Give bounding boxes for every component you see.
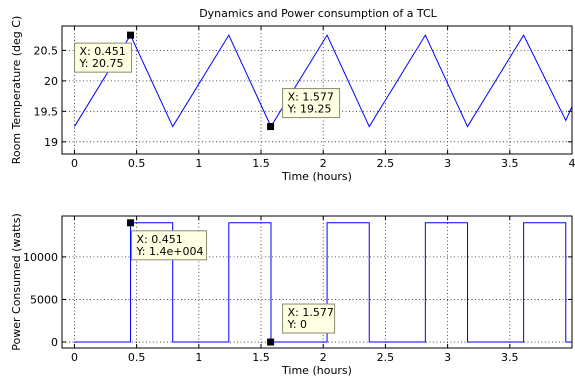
x-tick-label: 4 [569, 157, 575, 170]
y-tick-label: 19.5 [34, 105, 59, 118]
x-tick-label: 0.5 [128, 351, 146, 364]
data-series-line [74, 34, 572, 128]
y-tick-label: 19 [44, 136, 58, 149]
y-tick-label: 5000 [30, 293, 58, 306]
x-tick-label: 3.5 [501, 157, 519, 170]
data-tip-x-text: X: 0.451 [80, 45, 126, 58]
x-tick-label: 3 [444, 157, 451, 170]
chart-title: Dynamics and Power consumption of a TCL [199, 7, 437, 20]
x-tick-label: 1 [195, 157, 202, 170]
data-tip-y-text: Y: 19.25 [287, 103, 332, 116]
x-axis-label: Time (hours) [281, 170, 352, 183]
data-series-line [74, 222, 572, 343]
x-axis-label: Time (hours) [281, 364, 352, 377]
data-tip-marker [127, 219, 135, 227]
x-tick-label: 2 [320, 157, 327, 170]
data-tip-marker [127, 31, 135, 39]
data-tip-box [282, 303, 336, 334]
x-tick-label: 1.5 [252, 351, 270, 364]
data-tip-y-text: Y: 0 [287, 318, 307, 331]
x-tick-label: 1 [195, 351, 202, 364]
x-tick-label: 0 [71, 157, 78, 170]
data-tip-box [74, 42, 133, 73]
x-tick-label: 2.5 [377, 351, 395, 364]
x-tick-label: 0 [71, 351, 78, 364]
data-tip-x-text: X: 1.577 [288, 306, 334, 319]
temperature-axes: 0 0.5 1 1.5 2 2.5 3 3.5 4 19 19.5 20 20.5 Time (hours… [10, 16, 575, 183]
y-axis-label: Power Consumed (watts) [10, 213, 23, 350]
data-tip-y-text: Y: 1.4e+004 [136, 245, 204, 258]
y-tick-label: 20 [44, 75, 58, 88]
data-tip-marker [267, 338, 275, 346]
x-tick-label: 3 [444, 351, 451, 364]
y-axis-label: Room Temperature (deg C) [10, 16, 23, 165]
data-tip-x-text: X: 1.577 [288, 91, 334, 104]
power-axes: 0 0.5 1 1.5 2 2.5 3 3.5 0 5000 10000 Time (hours) Po… [10, 213, 573, 377]
y-tick-label: 0 [51, 336, 58, 349]
y-tick-label: 20.5 [34, 44, 59, 57]
x-tick-label: 2 [320, 351, 327, 364]
x-tick-label: 3.5 [501, 351, 519, 364]
y-tick-label: 10000 [23, 251, 58, 264]
data-tip-box [131, 230, 208, 261]
data-tip-y-text: Y: 20.75 [79, 57, 124, 70]
data-tip-x-text: X: 0.451 [137, 233, 183, 246]
x-tick-label: 2.5 [377, 157, 395, 170]
data-tip-box [282, 88, 341, 119]
x-tick-label: 1.5 [252, 157, 270, 170]
data-tip-marker [267, 123, 275, 131]
x-tick-label: 0.5 [128, 157, 146, 170]
